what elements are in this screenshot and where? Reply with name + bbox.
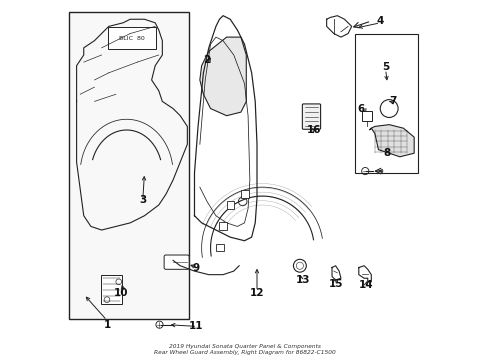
Text: 4: 4	[376, 16, 383, 26]
Text: 5: 5	[381, 63, 388, 72]
Polygon shape	[369, 125, 413, 157]
Text: 13: 13	[296, 275, 310, 285]
Bar	[216, 244, 224, 251]
Text: BLIC  80: BLIC 80	[119, 36, 144, 41]
Text: 2019 Hyundai Sonata Quarter Panel & Components
Rear Wheel Guard Assembly, Right : 2019 Hyundai Sonata Quarter Panel & Comp…	[153, 344, 335, 355]
Bar	[226, 201, 234, 208]
Text: 10: 10	[114, 288, 128, 297]
Bar	[241, 190, 248, 198]
Text: 16: 16	[306, 125, 321, 135]
Bar	[362, 111, 372, 121]
Text: 8: 8	[383, 148, 390, 158]
Text: 14: 14	[358, 280, 372, 291]
FancyBboxPatch shape	[108, 27, 156, 49]
Text: 7: 7	[388, 96, 396, 107]
Text: 11: 11	[189, 321, 203, 332]
Polygon shape	[200, 37, 246, 116]
FancyBboxPatch shape	[302, 104, 320, 129]
Text: 9: 9	[192, 262, 200, 273]
Text: 2: 2	[203, 55, 210, 65]
Text: 6: 6	[356, 104, 364, 113]
FancyBboxPatch shape	[164, 255, 189, 269]
Text: 1: 1	[103, 320, 110, 330]
FancyBboxPatch shape	[69, 12, 189, 319]
Text: 3: 3	[139, 195, 146, 204]
Bar	[219, 222, 227, 230]
Text: 12: 12	[249, 288, 264, 297]
FancyBboxPatch shape	[101, 275, 122, 304]
Text: 15: 15	[327, 279, 342, 289]
FancyBboxPatch shape	[354, 33, 417, 173]
